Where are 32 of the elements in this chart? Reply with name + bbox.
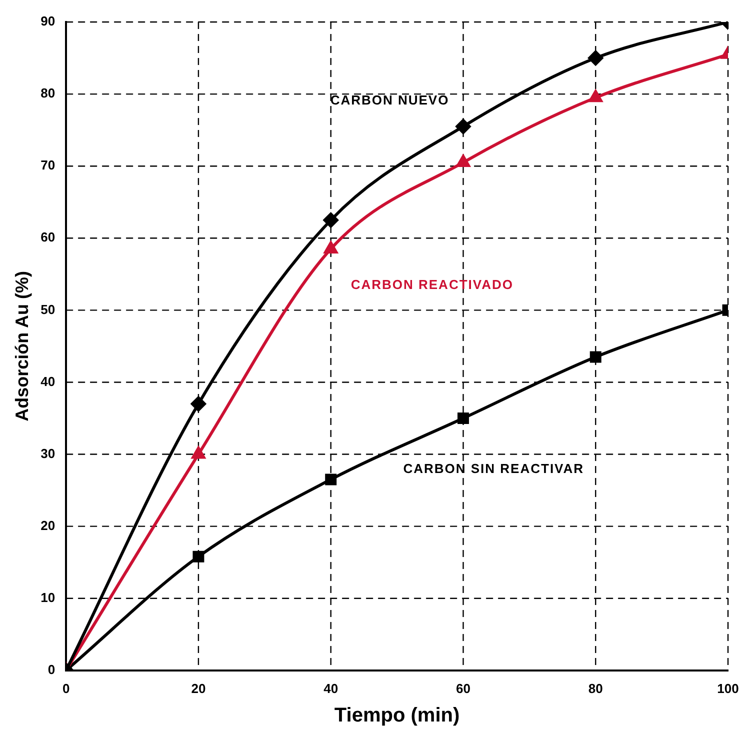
x-tick-label: 80 [588,680,603,696]
y-tick-label: 30 [40,446,56,461]
point [323,212,338,228]
y-tick-label: 90 [40,14,56,29]
x-tick-label: 0 [62,680,70,696]
series-label: CARBON NUEVO [330,92,450,108]
x-tick-label: 60 [456,680,470,696]
point [588,50,604,66]
y-tick-label: 0 [48,662,56,677]
point [457,412,469,424]
x-tick-label: 20 [191,680,206,696]
point [192,446,206,459]
x-tick-label: 100 [717,680,739,696]
y-tick-label: 80 [40,86,56,101]
y-tick-label: 40 [40,374,56,389]
point [456,154,470,167]
point [324,241,338,254]
text: CARBON REACTIVADO [350,276,514,292]
x-tick-label: 40 [324,680,338,696]
point [325,474,337,486]
y-tick-label: 70 [40,158,56,173]
point [456,118,471,134]
point [190,396,206,412]
point [192,550,204,562]
y-tick-label: 10 [40,590,56,605]
y-tick-label: 50 [40,302,56,317]
y-tick-label: 60 [40,230,56,245]
point [590,351,602,363]
y-axis-title: Adsorción Au (%) [12,271,32,422]
x-axis-title: Tiempo (min) [334,704,460,727]
point [588,90,602,102]
y-tick-label: 20 [40,518,56,533]
